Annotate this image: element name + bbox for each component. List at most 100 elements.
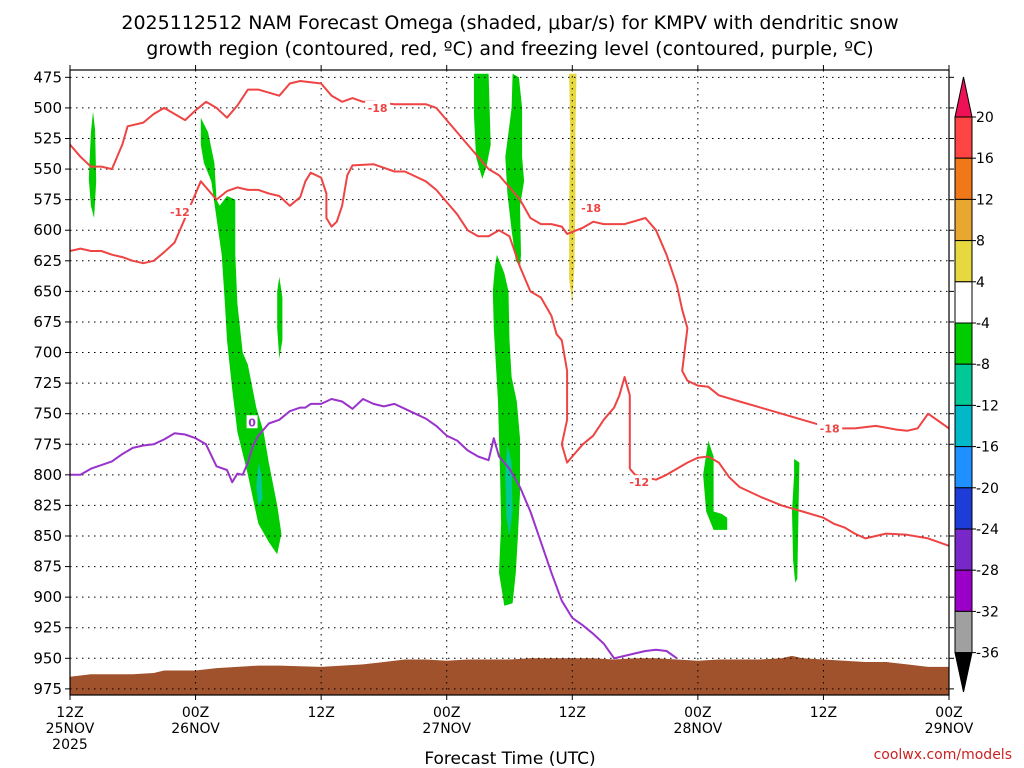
y-tick-label-975: 975 — [33, 680, 62, 698]
colorbar-tick-label-6: -8 — [976, 357, 990, 373]
colorbar-tick-label-4: 4 — [976, 275, 985, 291]
contour-minus12-lower — [629, 455, 950, 547]
contour-freezing-level — [70, 398, 678, 660]
y-tick-label-875: 875 — [33, 558, 62, 576]
x-tick-label-5-1: 28NOV — [674, 721, 723, 737]
y-tick-label-725: 725 — [33, 374, 62, 392]
colorbar-swatch-12 — [954, 610, 973, 654]
colorbar-bottom-arrow — [954, 652, 973, 693]
x-tick-label-4-0: 12Z — [559, 705, 586, 721]
colorbar-swatch-0 — [954, 116, 973, 159]
y-tick-label-950: 950 — [33, 649, 62, 667]
x-tick-label-0-0: 12Z — [56, 705, 83, 721]
colorbar-tick-label-7: -12 — [976, 398, 999, 414]
plot-frame — [69, 69, 950, 696]
omega-shading — [88, 73, 800, 606]
omega-region-5 — [492, 254, 520, 606]
credit-text: coolwx.com/models — [874, 747, 1012, 763]
y-tick-label-575: 575 — [33, 191, 62, 209]
colorbar-swatch-10 — [954, 528, 973, 571]
y-tick-label-825: 825 — [33, 496, 62, 514]
colorbar-tick-label-12: -32 — [976, 604, 999, 620]
omega-region-10 — [569, 73, 577, 304]
omega-region-7 — [792, 458, 800, 583]
colorbar-tick-label-8: -16 — [976, 440, 999, 456]
colorbar-swatch-11 — [954, 569, 973, 612]
x-tick-label-0-1: 25NOV — [46, 721, 95, 737]
omega-region-2 — [277, 276, 283, 359]
colorbar-tick-label-3: 8 — [976, 234, 985, 250]
y-tick-label-775: 775 — [33, 435, 62, 453]
x-tick-label-1-1: 26NOV — [171, 721, 220, 737]
colorbar-tick-label-1: 16 — [976, 151, 994, 167]
y-tick-label-550: 550 — [33, 160, 62, 178]
colorbar-swatch-9 — [954, 487, 973, 530]
colorbar-tick-label-13: -36 — [976, 646, 999, 662]
x-axis-label: Forecast Time (UTC) — [424, 749, 595, 768]
contour-label-bg-3 — [817, 421, 843, 435]
x-tick-label-2-0: 12Z — [307, 705, 334, 721]
colorbar-tick-label-2: 12 — [976, 192, 994, 208]
colorbar-tick-label-0: 20 — [976, 110, 994, 126]
chart-title-line1: 2025112512 NAM Forecast Omega (shaded, μ… — [121, 12, 898, 34]
y-tick-label-675: 675 — [33, 313, 62, 331]
colorbar-swatch-7 — [954, 404, 973, 448]
y-tick-label-600: 600 — [33, 221, 62, 239]
y-tick-label-700: 700 — [33, 344, 62, 362]
colorbar: 20 16 12 8 4 -4 -8 -12 -16 -20 -24 -28 -32 -36 — [954, 76, 999, 693]
contour-minus18-upper — [69, 80, 950, 432]
contour-label-5: 0 — [248, 416, 256, 429]
contour-label-bg-4 — [626, 475, 652, 489]
contour-label-2: -18 — [581, 202, 601, 215]
y-tick-label-650: 650 — [33, 282, 62, 300]
y-tick-label-750: 750 — [33, 405, 62, 423]
contour-label-3: -18 — [820, 422, 840, 435]
omega-region-1 — [200, 117, 282, 555]
y-tick-label-800: 800 — [33, 466, 62, 484]
terrain-fill — [70, 655, 949, 695]
omega-region-6 — [703, 440, 728, 530]
chart-title-line2: growth region (contoured, red, ºC) and f… — [146, 38, 873, 60]
x-tick-label-7-1: 29NOV — [925, 721, 974, 737]
omega-region-4 — [505, 73, 525, 267]
terrain — [70, 655, 949, 695]
x-tick-label-1-0: 00Z — [182, 705, 209, 721]
colorbar-swatch-2 — [954, 198, 973, 242]
contour-label-1: -12 — [170, 206, 190, 219]
omega-region-3 — [473, 73, 491, 179]
y-tick-label-525: 525 — [33, 129, 62, 147]
contour-labels: -18 -12 -18 -18 -12 0 — [167, 100, 843, 489]
colorbar-swatch-5 — [954, 322, 973, 365]
y-tick-label-500: 500 — [33, 99, 62, 117]
contour-label-4: -12 — [629, 476, 649, 489]
contour-label-bg-5 — [246, 415, 258, 429]
contour-label-bg-2 — [578, 201, 604, 215]
x-tick-label-5-0: 00Z — [684, 705, 711, 721]
colorbar-tick-label-10: -24 — [976, 522, 999, 538]
y-tick-label-625: 625 — [33, 252, 62, 270]
colorbar-swatch-6 — [954, 363, 973, 406]
colorbar-swatch-1 — [954, 157, 973, 200]
y-tick-label-475: 475 — [33, 68, 62, 86]
colorbar-swatch-4 — [954, 281, 973, 324]
contour-label-bg-1 — [167, 204, 193, 218]
colorbar-tick-label-9: -20 — [976, 481, 999, 497]
omega-region-8 — [256, 462, 263, 506]
y-tick-label-850: 850 — [33, 527, 62, 545]
contour-label-0: -18 — [368, 102, 388, 115]
colorbar-tick-label-5: -4 — [976, 316, 990, 332]
colorbar-swatch-3 — [954, 240, 973, 283]
x-tick-label-7-0: 00Z — [935, 705, 962, 721]
x-tick-label-0-2: 2025 — [52, 737, 88, 753]
contour-label-bg-0 — [365, 100, 391, 114]
colorbar-tick-label-11: -28 — [976, 563, 999, 579]
colorbar-swatch-8 — [954, 446, 973, 489]
y-axis: 475 500 525 550 575 600 625 650 675 700 725 750 775 8… — [33, 68, 954, 698]
x-tick-label-3-0: 00Z — [433, 705, 460, 721]
x-tick-label-6-0: 12Z — [810, 705, 837, 721]
grid — [70, 70, 949, 695]
x-tick-label-3-1: 27NOV — [422, 721, 471, 737]
y-tick-label-925: 925 — [33, 619, 62, 637]
